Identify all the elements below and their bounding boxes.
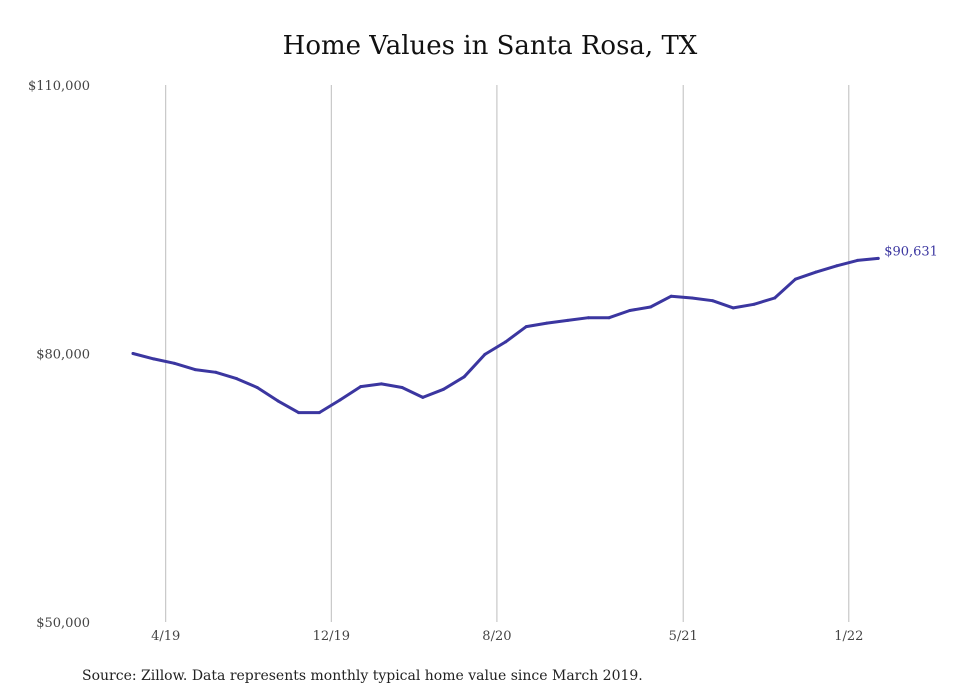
y-tick-label: $80,000: [36, 348, 90, 363]
x-tick-label: 1/22: [834, 629, 863, 644]
data-point: [669, 294, 673, 298]
data-point: [255, 386, 259, 390]
x-tick-label: 8/20: [482, 629, 511, 644]
data-point: [131, 352, 135, 355]
data-point: [793, 277, 797, 281]
data-point: [752, 302, 756, 306]
x-axis-ticks: 4/19 12/19 8/20 5/21 1/22: [151, 629, 863, 644]
y-tick-label: $110,000: [28, 79, 90, 94]
data-point: [876, 256, 880, 260]
data-point: [297, 411, 301, 415]
y-tick-label: $50,000: [36, 616, 90, 631]
data-point: [607, 316, 611, 320]
source-note: Source: Zillow. Data represents monthly …: [82, 668, 643, 684]
data-point: [317, 411, 321, 415]
data-point: [856, 258, 859, 262]
data-point: [152, 357, 156, 361]
data-point: [649, 305, 652, 309]
series-line: [131, 256, 880, 415]
data-point: [814, 270, 818, 274]
data-point: [421, 395, 425, 399]
data-point: [835, 264, 839, 268]
data-point: [172, 361, 176, 365]
data-point: [214, 370, 218, 374]
end-value-label: $90,631: [884, 244, 938, 259]
data-point: [566, 318, 570, 322]
x-tick-label: 4/19: [151, 629, 180, 644]
series-layer: $90,631: [131, 244, 938, 415]
y-axis-ticks: $110,000 $80,000 $50,000: [28, 79, 90, 631]
data-point: [276, 399, 280, 403]
data-point: [545, 321, 549, 325]
data-point: [338, 398, 342, 402]
data-point: [462, 375, 466, 379]
data-point: [731, 306, 735, 310]
data-point: [628, 309, 632, 313]
x-tick-label: 5/21: [669, 629, 698, 644]
data-point: [483, 352, 487, 356]
data-point: [586, 316, 590, 320]
x-tick-label: 12/19: [313, 629, 350, 644]
data-point: [711, 299, 715, 303]
data-point: [193, 368, 197, 372]
data-point: [773, 296, 777, 300]
chart-title: Home Values in Santa Rosa, TX: [282, 31, 698, 61]
data-point: [442, 387, 445, 391]
data-point: [690, 296, 694, 300]
data-point: [359, 385, 363, 389]
gridlines: [165, 85, 850, 622]
data-point: [504, 340, 508, 344]
data-point: [235, 377, 238, 381]
data-point: [400, 386, 404, 390]
data-point: [379, 382, 383, 386]
data-point: [524, 325, 528, 329]
